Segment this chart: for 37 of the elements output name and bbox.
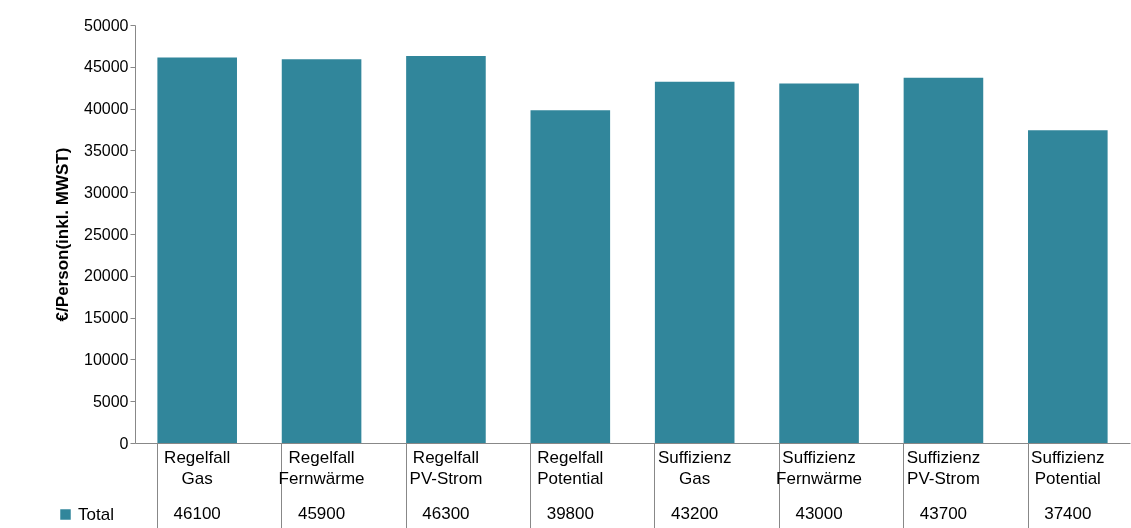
- data-label: 45900: [297, 504, 346, 523]
- x-tick-label: Suffizienz Potential: [1031, 447, 1105, 488]
- data-label: 43000: [795, 504, 843, 523]
- x-tick-label: Suffizienz PV-Strom: [906, 447, 981, 488]
- x-tick-label: Regelfall Gas: [164, 447, 231, 488]
- data-label: 43700: [919, 504, 968, 523]
- x-tick-label: Suffizienz Gas: [657, 447, 732, 488]
- y-tick-label: 45000: [84, 58, 129, 76]
- x-tick-label: Regelfall PV-Strom: [409, 447, 483, 488]
- x-tick-label: Suffizienz Fernwärme: [776, 447, 863, 488]
- y-tick-label: 20000: [84, 267, 129, 285]
- data-label: 37400: [1044, 504, 1092, 523]
- bar: [530, 110, 611, 443]
- legend-label: Total: [78, 504, 114, 524]
- data-label: 39800: [546, 504, 594, 523]
- y-tick-label: 30000: [84, 183, 129, 201]
- y-tick-label: 10000: [84, 350, 129, 368]
- bar: [157, 57, 237, 443]
- y-tick-label: 40000: [84, 100, 129, 118]
- y-tick-label: 5000: [92, 392, 129, 410]
- bar: [654, 81, 735, 443]
- y-tick-label: 35000: [84, 141, 129, 159]
- data-label: 46300: [422, 504, 470, 523]
- bar: [903, 77, 984, 443]
- x-tick-label: Regelfall Potential: [537, 447, 604, 488]
- y-tick-label: 15000: [84, 309, 129, 327]
- y-axis-title: €/Person(inkl. MWST): [53, 147, 73, 322]
- bar: [406, 55, 486, 443]
- y-tick-label: 50000: [84, 16, 129, 34]
- data-label: 46100: [173, 504, 221, 523]
- bar: [1028, 130, 1108, 443]
- data-label: 43200: [671, 504, 719, 523]
- bar: [281, 59, 362, 443]
- y-tick-label: 25000: [84, 225, 129, 243]
- y-tick-label: 0: [119, 434, 129, 452]
- bar: [779, 83, 859, 443]
- x-tick-label: Regelfall Fernwärme: [278, 447, 365, 488]
